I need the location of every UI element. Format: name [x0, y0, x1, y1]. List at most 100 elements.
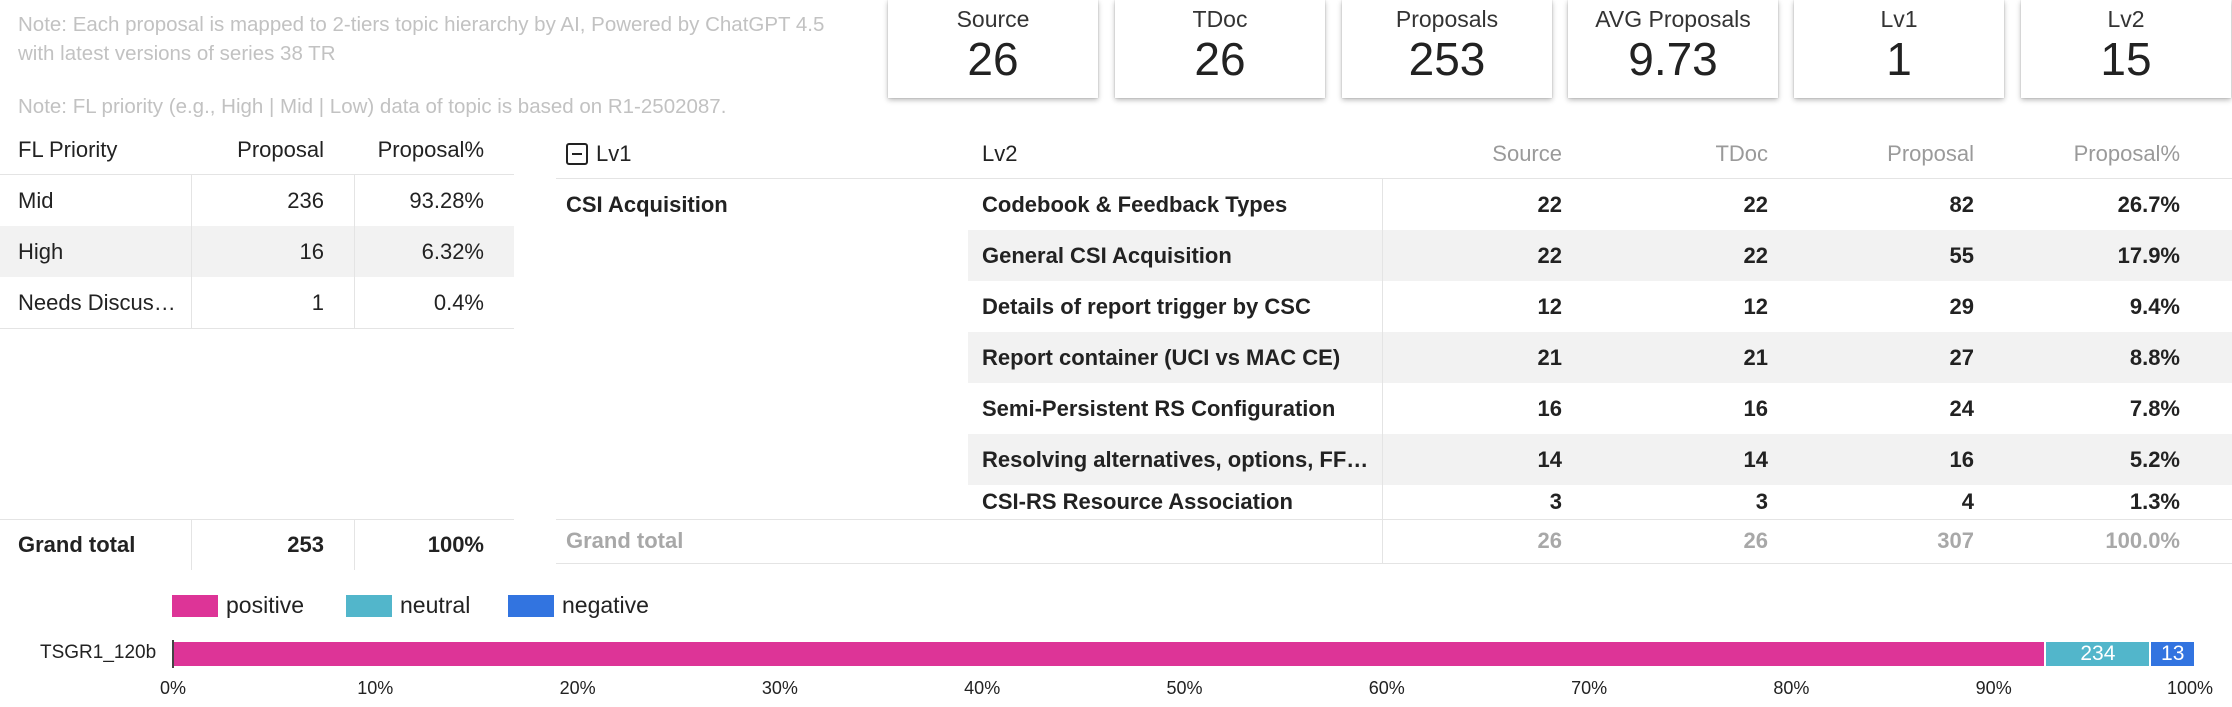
bar-segment-positive[interactable]: [173, 642, 2045, 666]
proposal-pct-cell: 9.4%: [2129, 294, 2180, 319]
source-cell: 12: [1537, 294, 1562, 319]
source-cell: 22: [1537, 243, 1562, 268]
legend-item-negative[interactable]: negative: [508, 592, 649, 618]
lv2-cell: CSI-RS Resource Association: [982, 489, 1293, 514]
lv2-cell: Semi-Persistent RS Configuration: [982, 396, 1336, 421]
table-row[interactable]: CSI-RS Resource Association 3 3 4 1.3%: [556, 485, 2232, 519]
tdoc-cell: 14: [1743, 447, 1768, 472]
legend-label: negative: [562, 592, 649, 618]
column-header-proposal-pct[interactable]: Proposal%: [2073, 141, 2180, 166]
table-row[interactable]: CSI Acquisition Codebook & Feedback Type…: [556, 179, 2232, 230]
proposal-pct-cell: 17.9%: [2117, 243, 2180, 268]
grand-total-row: Grand total 253 100%: [0, 519, 514, 570]
kpi-value: 26: [1194, 33, 1246, 85]
x-tick-label: 0%: [159, 678, 187, 698]
tdoc-cell: 12: [1743, 294, 1768, 319]
total-proposal: 307: [1937, 528, 1974, 553]
proposal-cell: 1: [311, 290, 324, 315]
bar-segment-neutral[interactable]: 234: [2046, 642, 2150, 666]
x-tick-label: 50%: [1166, 678, 1203, 698]
total-proposal-pct: 100%: [427, 532, 484, 557]
proposal-cell: 16: [299, 239, 324, 264]
lv1-group-cell: CSI Acquisition: [566, 192, 728, 217]
kpi-value: 15: [2100, 33, 2152, 85]
column-header-lv2[interactable]: Lv2: [982, 141, 1018, 166]
total-proposal-pct: 100.0%: [2105, 528, 2180, 553]
column-header-source[interactable]: Source: [1492, 141, 1562, 166]
kpi-label: Source: [956, 6, 1030, 32]
lv2-cell: Resolving alternatives, options, FFS…: [982, 447, 1376, 472]
proposal-pct-cell: 5.2%: [2129, 447, 2180, 472]
tdoc-cell: 22: [1743, 243, 1768, 268]
source-cell: 14: [1537, 447, 1562, 472]
kpi-label: Proposals: [1395, 6, 1499, 32]
legend-item-neutral[interactable]: neutral: [346, 592, 470, 618]
proposal-cell: 24: [1949, 396, 1974, 421]
neutral-swatch: [346, 595, 392, 617]
kpi-card-source: Source 26: [888, 0, 1098, 98]
x-tick-label: 90%: [1975, 678, 2012, 698]
x-tick-label: 60%: [1368, 678, 1405, 698]
hierarchy-note: Note: Each proposal is mapped to 2-tiers…: [18, 13, 825, 65]
tdoc-cell: 3: [1755, 489, 1768, 514]
column-header-lv1[interactable]: Lv1: [566, 128, 946, 179]
column-header-fl-priority[interactable]: FL Priority: [18, 137, 118, 162]
kpi-card-lv1: Lv1 1: [1794, 0, 2004, 98]
lv2-cell: Codebook & Feedback Types: [982, 192, 1288, 217]
lv1-header-label: Lv1: [596, 141, 632, 166]
positive-swatch: [172, 595, 218, 617]
tdoc-cell: 21: [1743, 345, 1768, 370]
x-tick-label: 80%: [1773, 678, 1810, 698]
column-header-proposal-pct[interactable]: Proposal%: [377, 137, 484, 162]
x-tick-label: 20%: [559, 678, 596, 698]
kpi-value: 253: [1408, 33, 1486, 85]
table-row[interactable]: Report container (UCI vs MAC CE) 21 21 2…: [556, 332, 2232, 383]
column-header-tdoc[interactable]: TDoc: [1715, 141, 1768, 166]
table-row[interactable]: Details of report trigger by CSC 12 12 2…: [556, 281, 2232, 332]
priority-cell: Mid: [18, 188, 54, 213]
table-row[interactable]: Semi-Persistent RS Configuration 16 16 2…: [556, 383, 2232, 434]
collapse-icon[interactable]: [566, 143, 588, 165]
kpi-card-lv2: Lv2 15: [2021, 0, 2231, 98]
x-tick-label: 70%: [1571, 678, 1608, 698]
tdoc-cell: 16: [1743, 396, 1768, 421]
lv2-cell: Report container (UCI vs MAC CE): [982, 345, 1341, 370]
kpi-label: AVG Proposals: [1595, 6, 1751, 32]
table-header-row: FL Priority Proposal Proposal%: [0, 124, 514, 175]
x-tick-label: 40%: [964, 678, 1001, 698]
kpi-card-avg-proposals: AVG Proposals 9.73: [1568, 0, 1778, 98]
kpi-value: 26: [967, 33, 1019, 85]
table-header-row: Lv1 Lv2 Source TDoc Proposal Proposal%: [556, 128, 2232, 179]
kpi-value: 9.73: [1628, 33, 1718, 85]
proposal-pct-cell: 0.4%: [433, 290, 484, 315]
table-row[interactable]: Resolving alternatives, options, FFS… 14…: [556, 434, 2232, 485]
kpi-label: TDoc: [1192, 6, 1248, 32]
negative-swatch: [508, 595, 554, 617]
proposal-pct-cell: 7.8%: [2129, 396, 2180, 421]
source-cell: 22: [1537, 192, 1562, 217]
lv2-cell: Details of report trigger by CSC: [982, 294, 1311, 319]
sentiment-bar-chart: TSGR1_120b 234 13 0% 10% 20% 30% 40% 50% 60% 70%…: [0, 630, 2232, 707]
column-header-proposal[interactable]: Proposal: [1887, 141, 1974, 166]
table-row[interactable]: High 16 6.32%: [0, 226, 514, 277]
proposal-pct-cell: 8.8%: [2129, 345, 2180, 370]
category-label: TSGR1_120b: [40, 642, 157, 663]
source-cell: 3: [1549, 489, 1562, 514]
total-source: 26: [1537, 528, 1562, 553]
total-proposal: 253: [287, 532, 324, 557]
proposal-cell: 4: [1961, 489, 1974, 514]
proposal-cell: 27: [1949, 345, 1974, 370]
legend-item-positive[interactable]: positive: [172, 592, 304, 618]
table-row[interactable]: Mid 236 93.28%: [0, 175, 514, 226]
grand-total-row: Grand total 26 26 307 100.0%: [556, 519, 2232, 563]
column-header-proposal[interactable]: Proposal: [237, 137, 324, 162]
table-row[interactable]: Needs Discus… 1 0.4%: [0, 277, 514, 328]
proposal-cell: 82: [1949, 192, 1974, 217]
legend-label: neutral: [400, 592, 471, 618]
source-cell: 21: [1537, 345, 1562, 370]
total-label: Grand total: [566, 528, 684, 553]
lv2-cell: General CSI Acquisition: [982, 243, 1232, 268]
kpi-value: 1: [1886, 33, 1912, 85]
bar-segment-negative[interactable]: 13: [2151, 642, 2194, 666]
table-row[interactable]: General CSI Acquisition 22 22 55 17.9%: [556, 230, 2232, 281]
